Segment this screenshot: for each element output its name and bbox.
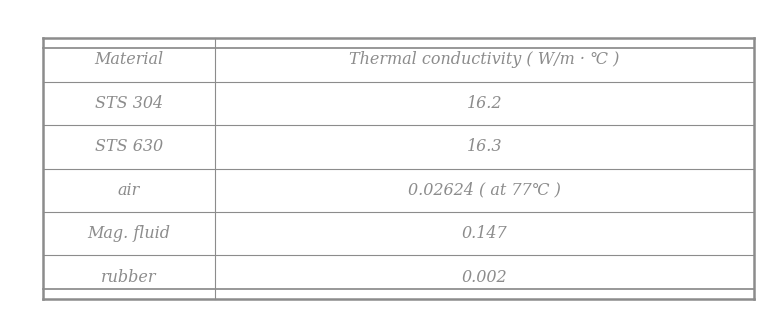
Text: 0.147: 0.147 [462,225,507,242]
Text: 16.3: 16.3 [466,138,502,155]
Text: 0.02624 ( at 77℃ ): 0.02624 ( at 77℃ ) [408,182,561,199]
Text: 0.002: 0.002 [462,269,507,286]
Text: Mag. fluid: Mag. fluid [87,225,170,242]
Text: Thermal conductivity ( W/m · ℃ ): Thermal conductivity ( W/m · ℃ ) [349,52,619,68]
Text: Material: Material [95,52,163,68]
Text: STS 304: STS 304 [95,95,163,112]
Text: air: air [118,182,140,199]
Text: 16.2: 16.2 [466,95,502,112]
Text: rubber: rubber [101,269,157,286]
Text: STS 630: STS 630 [95,138,163,155]
